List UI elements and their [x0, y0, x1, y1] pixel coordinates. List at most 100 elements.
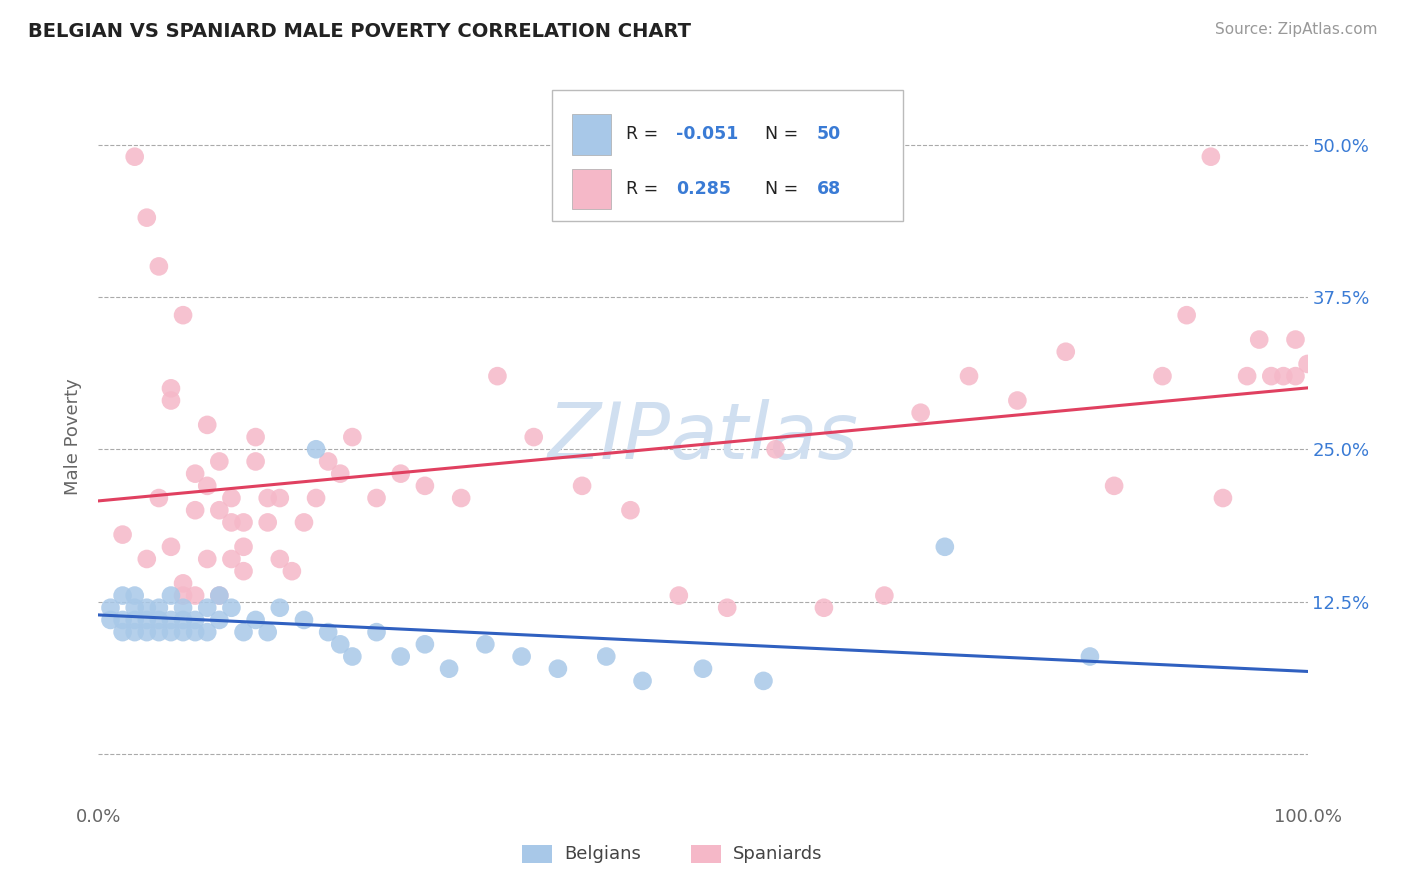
- Text: ZIPatlas: ZIPatlas: [547, 399, 859, 475]
- Point: [148, 491, 170, 505]
- Point: [910, 406, 932, 420]
- Point: [1054, 344, 1077, 359]
- Point: [292, 613, 315, 627]
- Point: [245, 430, 267, 444]
- Point: [100, 600, 122, 615]
- Point: [510, 649, 533, 664]
- Text: N =: N =: [765, 180, 803, 198]
- Point: [256, 516, 278, 530]
- FancyBboxPatch shape: [690, 845, 721, 863]
- Point: [413, 637, 436, 651]
- Point: [172, 625, 194, 640]
- Point: [208, 503, 231, 517]
- Point: [571, 479, 593, 493]
- Point: [148, 625, 170, 640]
- Point: [160, 589, 183, 603]
- Point: [631, 673, 654, 688]
- Point: [148, 260, 170, 274]
- FancyBboxPatch shape: [522, 845, 551, 863]
- Point: [172, 613, 194, 627]
- Point: [305, 491, 328, 505]
- Point: [184, 589, 207, 603]
- Point: [124, 589, 146, 603]
- Text: R =: R =: [626, 180, 669, 198]
- Point: [245, 454, 267, 468]
- Point: [342, 430, 364, 444]
- FancyBboxPatch shape: [572, 169, 612, 210]
- Point: [232, 516, 254, 530]
- Point: [523, 430, 546, 444]
- Point: [1260, 369, 1282, 384]
- Point: [208, 589, 231, 603]
- Point: [1284, 369, 1306, 384]
- Point: [135, 625, 157, 640]
- Point: [160, 540, 183, 554]
- Text: 68: 68: [817, 180, 841, 198]
- Point: [1199, 150, 1222, 164]
- Point: [1272, 369, 1295, 384]
- Point: [208, 613, 231, 627]
- Point: [111, 527, 134, 541]
- Point: [450, 491, 472, 505]
- Point: [124, 625, 146, 640]
- Point: [195, 625, 218, 640]
- Point: [135, 552, 157, 566]
- Point: [184, 613, 207, 627]
- Point: [752, 673, 775, 688]
- Point: [692, 662, 714, 676]
- Y-axis label: Male Poverty: Male Poverty: [63, 379, 82, 495]
- Point: [329, 637, 352, 651]
- Point: [547, 662, 569, 676]
- Point: [668, 589, 690, 603]
- Text: -0.051: -0.051: [676, 126, 738, 144]
- Point: [873, 589, 896, 603]
- Point: [160, 381, 183, 395]
- Point: [221, 600, 243, 615]
- Point: [389, 467, 412, 481]
- Point: [221, 552, 243, 566]
- Point: [305, 442, 328, 457]
- Point: [1296, 357, 1319, 371]
- Point: [269, 491, 291, 505]
- Point: [135, 613, 157, 627]
- Point: [124, 150, 146, 164]
- Point: [160, 625, 183, 640]
- Point: [329, 467, 352, 481]
- Point: [474, 637, 496, 651]
- Point: [124, 600, 146, 615]
- Point: [111, 613, 134, 627]
- Point: [111, 589, 134, 603]
- Text: Spaniards: Spaniards: [734, 845, 823, 863]
- Point: [184, 503, 207, 517]
- Point: [148, 600, 170, 615]
- Point: [765, 442, 787, 457]
- Point: [148, 613, 170, 627]
- Point: [124, 613, 146, 627]
- Point: [208, 589, 231, 603]
- Point: [172, 576, 194, 591]
- Point: [135, 600, 157, 615]
- Point: [184, 467, 207, 481]
- Point: [1175, 308, 1198, 322]
- Point: [256, 491, 278, 505]
- Point: [221, 491, 243, 505]
- Point: [256, 625, 278, 640]
- Point: [413, 479, 436, 493]
- Text: BELGIAN VS SPANIARD MALE POVERTY CORRELATION CHART: BELGIAN VS SPANIARD MALE POVERTY CORRELA…: [28, 22, 692, 41]
- Point: [195, 600, 218, 615]
- Text: Source: ZipAtlas.com: Source: ZipAtlas.com: [1215, 22, 1378, 37]
- Text: Belgians: Belgians: [564, 845, 641, 863]
- Point: [184, 625, 207, 640]
- Point: [100, 613, 122, 627]
- Point: [245, 613, 267, 627]
- Point: [934, 540, 956, 554]
- Point: [366, 491, 388, 505]
- Point: [281, 564, 304, 578]
- Point: [135, 211, 157, 225]
- Point: [111, 625, 134, 640]
- Point: [172, 600, 194, 615]
- Point: [195, 479, 218, 493]
- Point: [269, 552, 291, 566]
- Point: [221, 516, 243, 530]
- Point: [366, 625, 388, 640]
